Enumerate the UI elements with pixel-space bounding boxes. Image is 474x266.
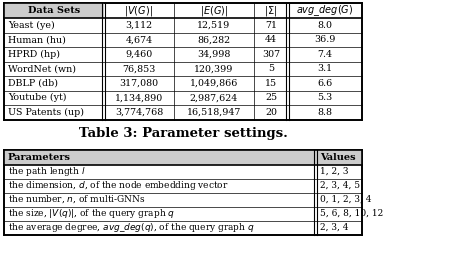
Text: 0, 1, 2, 3, 4: 0, 1, 2, 3, 4 xyxy=(320,195,372,204)
Text: 8.0: 8.0 xyxy=(318,21,332,30)
Text: 71: 71 xyxy=(265,21,277,30)
Text: 1,049,866: 1,049,866 xyxy=(190,79,238,88)
Text: Human (hu): Human (hu) xyxy=(8,35,66,44)
Text: 36.9: 36.9 xyxy=(314,35,336,44)
Text: 120,399: 120,399 xyxy=(194,64,234,73)
Text: WordNet (wn): WordNet (wn) xyxy=(8,64,76,73)
Text: the path length $l$: the path length $l$ xyxy=(8,165,85,178)
Text: 307: 307 xyxy=(262,50,280,59)
Text: 20: 20 xyxy=(265,108,277,117)
Bar xyxy=(4,149,362,235)
Text: 2, 3, 4: 2, 3, 4 xyxy=(320,223,348,232)
Text: 3,112: 3,112 xyxy=(126,21,153,30)
Text: 1, 2, 3: 1, 2, 3 xyxy=(320,167,348,176)
Bar xyxy=(4,149,316,164)
Text: 25: 25 xyxy=(265,93,277,102)
Text: 3.1: 3.1 xyxy=(318,64,333,73)
Text: the number, $n$, of multi-GNNs: the number, $n$, of multi-GNNs xyxy=(8,194,146,205)
Text: 12,519: 12,519 xyxy=(197,21,231,30)
Text: 5: 5 xyxy=(268,64,274,73)
Text: the size, $|V(q)|$, of the query graph $q$: the size, $|V(q)|$, of the query graph $… xyxy=(8,207,175,220)
Text: DBLP (db): DBLP (db) xyxy=(8,79,58,88)
Text: 317,080: 317,080 xyxy=(119,79,159,88)
Text: Table 3: Parameter settings.: Table 3: Parameter settings. xyxy=(79,127,287,140)
Text: the dimension, $d$, of the node embedding vector: the dimension, $d$, of the node embeddin… xyxy=(8,179,228,192)
Text: 3,774,768: 3,774,768 xyxy=(115,108,163,117)
Bar xyxy=(4,3,362,119)
Text: 9,460: 9,460 xyxy=(126,50,153,59)
Text: 16,518,947: 16,518,947 xyxy=(187,108,241,117)
Text: 5, 6, 8, 10, 12: 5, 6, 8, 10, 12 xyxy=(320,209,383,218)
Text: HPRD (hp): HPRD (hp) xyxy=(8,50,60,59)
Text: $|V(G)|$: $|V(G)|$ xyxy=(125,3,154,18)
Text: Yeast (ye): Yeast (ye) xyxy=(8,21,55,30)
Bar xyxy=(316,149,362,164)
Text: Data Sets: Data Sets xyxy=(28,6,80,15)
Text: 76,853: 76,853 xyxy=(122,64,155,73)
Text: 7.4: 7.4 xyxy=(318,50,332,59)
Text: 2, 3, 4, 5: 2, 3, 4, 5 xyxy=(320,181,360,190)
Text: $|\Sigma|$: $|\Sigma|$ xyxy=(264,3,278,18)
Text: $|E(G)|$: $|E(G)|$ xyxy=(200,3,228,18)
Text: 86,282: 86,282 xyxy=(198,35,230,44)
Bar xyxy=(4,3,104,18)
Text: US Patents (up): US Patents (up) xyxy=(8,108,84,117)
Text: Parameters: Parameters xyxy=(8,152,71,161)
Text: 8.8: 8.8 xyxy=(318,108,332,117)
Text: 4,674: 4,674 xyxy=(126,35,153,44)
Text: Values: Values xyxy=(320,152,356,161)
Text: 6.6: 6.6 xyxy=(318,79,333,88)
Text: the average degree, $avg\_deg(q)$, of the query graph $q$: the average degree, $avg\_deg(q)$, of th… xyxy=(8,221,255,234)
Text: 44: 44 xyxy=(265,35,277,44)
Text: 34,998: 34,998 xyxy=(197,50,231,59)
Text: 2,987,624: 2,987,624 xyxy=(190,93,238,102)
Text: 1,134,890: 1,134,890 xyxy=(115,93,163,102)
Text: Youtube (yt): Youtube (yt) xyxy=(8,93,66,102)
Text: 5.3: 5.3 xyxy=(318,93,333,102)
Text: $avg\_deg(G)$: $avg\_deg(G)$ xyxy=(296,3,354,18)
Text: 15: 15 xyxy=(265,79,277,88)
